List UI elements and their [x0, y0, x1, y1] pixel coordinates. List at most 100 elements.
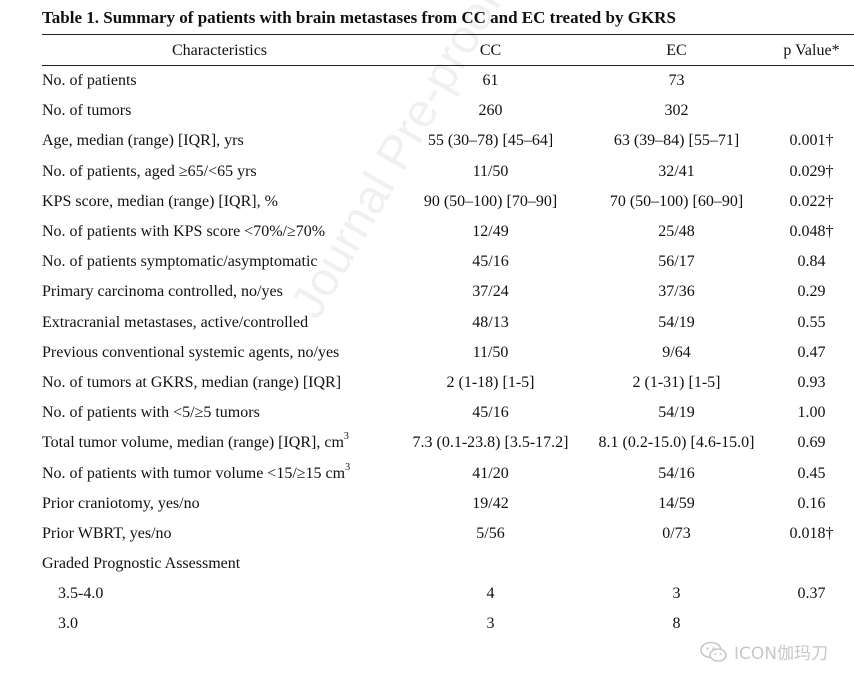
p-value: 0.45 — [797, 464, 826, 482]
p-value: 0.018† — [789, 524, 834, 542]
ec-value: 3 — [672, 585, 681, 603]
cc-value: 5/56 — [476, 524, 505, 542]
cc-value: 45/16 — [472, 253, 509, 271]
header-characteristics: Characteristics — [171, 42, 268, 59]
p-value — [769, 66, 854, 96]
summary-table: Characteristics CC EC p Value* No. of pa… — [42, 36, 854, 640]
p-value: 0.048† — [789, 223, 834, 241]
ec-value: 302 — [664, 102, 689, 120]
p-value: 0.029† — [789, 162, 834, 180]
table-row: Primary carcinoma controlled, no/yes 37/2… — [42, 277, 854, 307]
row-label: No. of patients, aged ≥65/<65 yrs — [42, 162, 257, 180]
ec-value: 14/59 — [658, 494, 695, 512]
unit-superscript: 3 — [343, 431, 349, 443]
row-label: Graded Prognostic Assessment — [42, 555, 241, 573]
row-label: KPS score, median (range) [IQR], % — [42, 192, 278, 210]
ec-value: 70 (50–100) [60–90] — [609, 192, 744, 210]
p-value: 0.47 — [797, 343, 826, 361]
cc-value: 48/13 — [472, 313, 509, 331]
table-row: No. of patients symptomatic/asymptomatic… — [42, 247, 854, 277]
ec-value: 25/48 — [658, 223, 695, 241]
ec-value: 56/17 — [658, 253, 695, 271]
cc-value: 2 (1-18) [1-5] — [446, 373, 535, 391]
table-row: No. of tumors 260 302 — [42, 96, 854, 126]
row-label: No. of patients — [42, 72, 137, 90]
table-row: KPS score, median (range) [IQR], % 90 (50… — [42, 187, 854, 217]
p-value: 0.001† — [789, 132, 834, 150]
row-label: No. of patients with <5/≥5 tumors — [42, 404, 260, 422]
p-value — [769, 609, 854, 639]
table-title: Table 1. Summary of patients with brain … — [42, 8, 676, 27]
p-value: 0.93 — [797, 373, 826, 391]
row-label: No. of tumors at GKRS, median (range) [I… — [42, 373, 342, 391]
row-label: Extracranial metastases, active/controll… — [42, 313, 309, 331]
top-rule — [42, 34, 854, 35]
p-value — [769, 549, 854, 579]
cc-value: 11/50 — [472, 343, 509, 361]
ec-value: 63 (39–84) [55–71] — [613, 132, 740, 150]
table-row: Prior WBRT, yes/no 5/56 0/73 0.018† — [42, 519, 854, 549]
ec-value: 54/19 — [658, 313, 695, 331]
table-row: Previous conventional systemic agents, n… — [42, 338, 854, 368]
cc-value: 19/42 — [472, 494, 509, 512]
row-label: Primary carcinoma controlled, no/yes — [42, 283, 283, 301]
row-label: No. of patients symptomatic/asymptomatic — [42, 253, 318, 271]
cc-value: 61 — [482, 72, 499, 90]
table-row: No. of patients with KPS score <70%/≥70%… — [42, 217, 854, 247]
ec-value: 54/19 — [658, 404, 695, 422]
row-label: 3.5-4.0 — [58, 585, 104, 603]
unit-superscript: 3 — [345, 461, 351, 473]
p-value — [769, 96, 854, 126]
row-label: Age, median (range) [IQR], yrs — [42, 132, 244, 150]
row-label: No. of patients with KPS score <70%/≥70% — [42, 223, 326, 241]
header-p-value: p Value* — [783, 42, 840, 59]
p-value: 1.00 — [797, 404, 826, 422]
row-label: 3.0 — [58, 615, 78, 633]
row-label: Prior WBRT, yes/no — [42, 524, 172, 542]
p-value: 0.55 — [797, 313, 826, 331]
cc-value: 260 — [478, 102, 503, 120]
wechat-logo: ICON伽玛刀 — [700, 639, 828, 664]
table-row: No. of patients with tumor volume <15/≥1… — [42, 458, 854, 488]
cc-value: 45/16 — [472, 404, 509, 422]
table-row: 3.5-4.0 4 3 0.37 — [42, 579, 854, 609]
wechat-icon — [700, 641, 727, 662]
row-label: Previous conventional systemic agents, n… — [42, 343, 340, 361]
cc-value: 11/50 — [472, 162, 509, 180]
ec-value: 37/36 — [658, 283, 695, 301]
ec-value: 8 — [672, 615, 681, 633]
cc-value: 90 (50–100) [70–90] — [423, 192, 558, 210]
p-value: 0.37 — [797, 585, 826, 603]
ec-value — [584, 549, 769, 579]
ec-value: 73 — [668, 72, 685, 90]
p-value: 0.16 — [797, 494, 826, 512]
ec-value: 32/41 — [658, 162, 695, 180]
table-row: Age, median (range) [IQR], yrs 55 (30–78)… — [42, 126, 854, 156]
row-label: No. of tumors — [42, 102, 132, 120]
table-row: Total tumor volume, median (range) [IQR]… — [42, 428, 854, 458]
p-value: 0.84 — [797, 253, 826, 271]
table-body: No. of patients 61 73 No. of tumors 260 302 Ag… — [42, 66, 854, 640]
ec-value: 2 (1-31) [1-5] — [632, 373, 721, 391]
p-value: 0.022† — [789, 192, 834, 210]
cc-value: 55 (30–78) [45–64] — [427, 132, 554, 150]
header-cc: CC — [479, 42, 502, 59]
table-row: No. of patients, aged ≥65/<65 yrs 11/50 32… — [42, 157, 854, 187]
cc-value: 4 — [486, 585, 495, 603]
header-rule — [42, 65, 854, 66]
table-row: No. of tumors at GKRS, median (range) [I… — [42, 368, 854, 398]
cc-value: 3 — [486, 615, 495, 633]
cc-value: 37/24 — [472, 283, 509, 301]
ec-value: 0/73 — [662, 524, 691, 542]
row-label: No. of patients with tumor volume <15/≥1… — [42, 461, 351, 482]
cc-value: 41/20 — [472, 464, 509, 482]
table-row: No. of patients with <5/≥5 tumors 45/16 54… — [42, 398, 854, 428]
p-value: 0.69 — [797, 434, 826, 452]
logo-text: ICON伽玛刀 — [734, 644, 828, 664]
cc-value: 7.3 (0.1-23.8) [3.5-17.2] — [412, 434, 569, 452]
ec-value: 8.1 (0.2-15.0) [4.6-15.0] — [598, 434, 755, 452]
ec-value: 54/16 — [658, 464, 695, 482]
cc-value — [397, 549, 584, 579]
p-value: 0.29 — [797, 283, 826, 301]
table-row: No. of patients 61 73 — [42, 66, 854, 96]
